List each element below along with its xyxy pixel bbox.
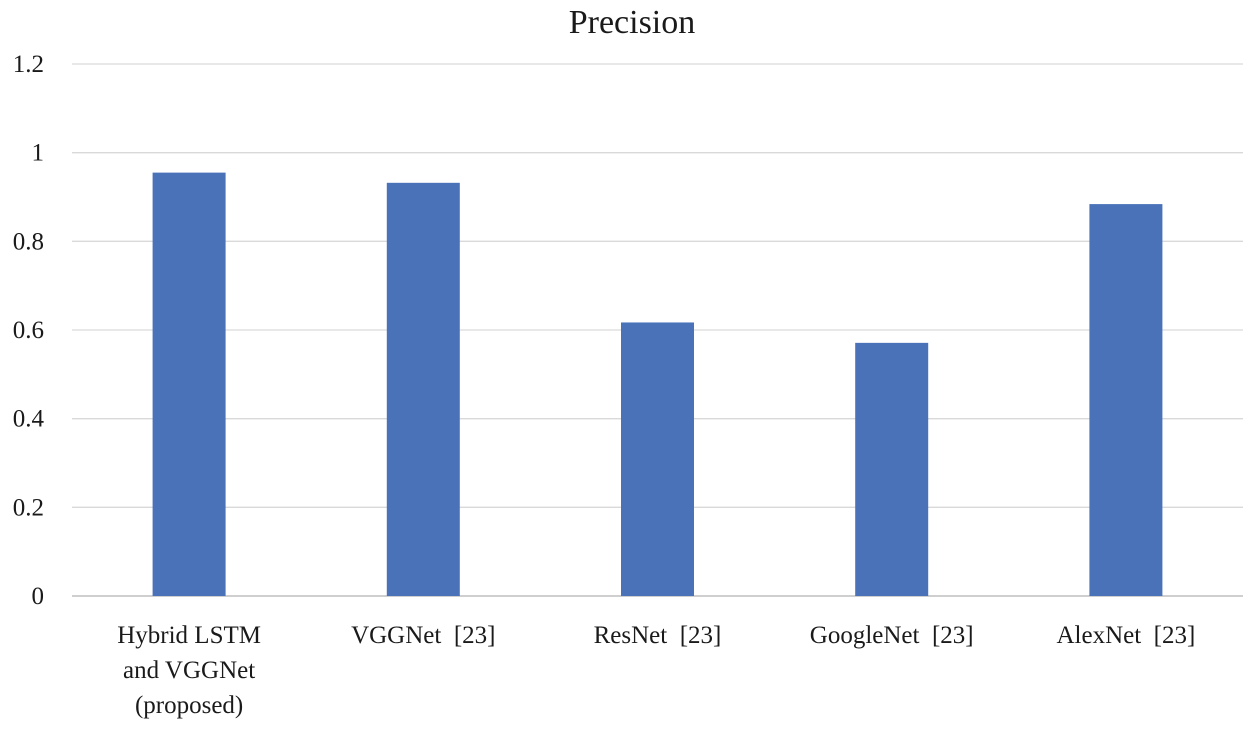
x-tick-label: GoogleNet [23]	[810, 622, 974, 649]
y-tick-label: 0.4	[13, 406, 45, 433]
x-tick-label: VGGNet [23]	[351, 622, 495, 649]
bars	[152, 172, 1163, 597]
y-tick-label: 0.2	[13, 494, 44, 521]
x-tick-label: and VGGNet	[123, 657, 255, 684]
bar	[386, 182, 460, 596]
chart-title: Precision	[569, 4, 696, 41]
y-axis-ticks: 0 0.2 0.4 0.6 0.8 1 1.2	[13, 51, 45, 610]
y-tick-label: 1	[32, 140, 45, 167]
bar	[152, 172, 226, 596]
bar	[855, 342, 929, 596]
y-tick-label: 0.6	[13, 317, 44, 344]
y-tick-label: 0.8	[13, 228, 44, 255]
y-tick-label: 1.2	[13, 51, 44, 78]
y-tick-label: 0	[32, 583, 45, 610]
bar	[1089, 204, 1163, 597]
x-tick-label: AlexNet [23]	[1056, 622, 1195, 649]
x-tick-label: Hybrid LSTM	[117, 622, 261, 649]
bar	[621, 322, 694, 596]
x-axis-categories: Hybrid LSTM and VGGNet (proposed) VGGNet [2…	[117, 622, 1195, 719]
x-tick-label: ResNet [23]	[594, 622, 722, 649]
x-tick-label: (proposed)	[135, 692, 243, 719]
